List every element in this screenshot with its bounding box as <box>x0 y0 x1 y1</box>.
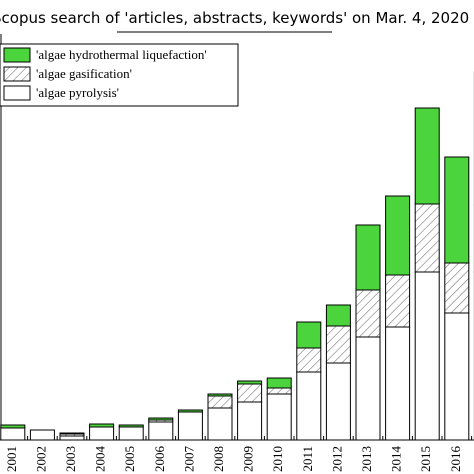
bar-segment <box>414 271 440 441</box>
bar-segment <box>118 424 144 428</box>
x-tick-label: 2013 <box>359 446 374 472</box>
bar-segment <box>237 380 263 385</box>
legend-box <box>0 43 239 107</box>
bar-segment <box>266 377 292 389</box>
bar-segment <box>414 203 440 273</box>
bar-segment <box>89 423 115 428</box>
bar-segment <box>444 312 470 441</box>
x-tick-label: 2016 <box>448 446 463 473</box>
x-tick-label: 2011 <box>300 446 315 472</box>
bar-segment <box>414 107 440 205</box>
bar-segment <box>148 417 174 421</box>
x-tick-label: 2008 <box>211 446 226 472</box>
bar-segment <box>0 424 26 429</box>
legend-swatch <box>3 85 31 101</box>
bar-segment <box>29 429 55 441</box>
bar-segment <box>237 383 263 403</box>
bar-segment <box>0 427 26 441</box>
chart-title: Scopus search of 'articles, abstracts, k… <box>0 9 469 27</box>
bar-segment <box>325 325 351 364</box>
x-tick-label: 2005 <box>122 446 137 472</box>
x-tick-label: 2010 <box>270 446 285 472</box>
legend-label: 'algae gasification' <box>36 66 132 81</box>
bar-segment <box>296 321 322 349</box>
bar-segment <box>355 289 381 338</box>
legend-swatch <box>3 66 31 82</box>
bar-segment <box>444 156 470 264</box>
bar-segment <box>385 274 411 328</box>
bar-segment <box>355 336 381 441</box>
bar-segment <box>266 393 292 441</box>
bar-segment <box>296 347 322 373</box>
bar-segment <box>207 393 233 397</box>
x-tick-label: 2004 <box>93 446 108 473</box>
bar-segment <box>266 387 292 395</box>
legend-swatch <box>3 47 31 63</box>
legend: 'algae hydrothermal liquefaction' 'algae … <box>0 43 239 107</box>
bar-segment <box>207 395 233 409</box>
x-tick-label: 2014 <box>389 446 404 473</box>
legend-label: 'algae hydrothermal liquefaction' <box>36 47 207 62</box>
x-tick-label: 2001 <box>4 446 19 472</box>
bar-segment <box>89 426 115 441</box>
bar-segment <box>355 224 381 291</box>
bar-segment <box>118 426 144 441</box>
bar-segment <box>237 401 263 441</box>
x-tick-label: 2012 <box>329 446 344 472</box>
x-tick-label: 2015 <box>418 446 433 472</box>
bar-segment <box>296 371 322 441</box>
bar-segment <box>177 411 203 441</box>
x-tick-label: 2003 <box>63 446 78 472</box>
x-tick-label: 2007 <box>181 446 196 473</box>
x-tick-label: 2009 <box>241 446 256 472</box>
legend-label: 'algae pyrolysis' <box>36 85 119 100</box>
bar-segment <box>177 409 203 413</box>
x-tick-label: 2006 <box>152 446 167 473</box>
bar-segment <box>325 362 351 441</box>
bar-segment <box>444 262 470 314</box>
bar-segment <box>385 326 411 441</box>
bar-segment <box>325 304 351 327</box>
bar-segment <box>59 435 85 441</box>
bar-segment <box>59 432 85 435</box>
bar-segment <box>385 195 411 276</box>
x-tick-label: 2002 <box>33 446 48 472</box>
bar-segment <box>148 421 174 441</box>
bar-segment <box>207 407 233 441</box>
